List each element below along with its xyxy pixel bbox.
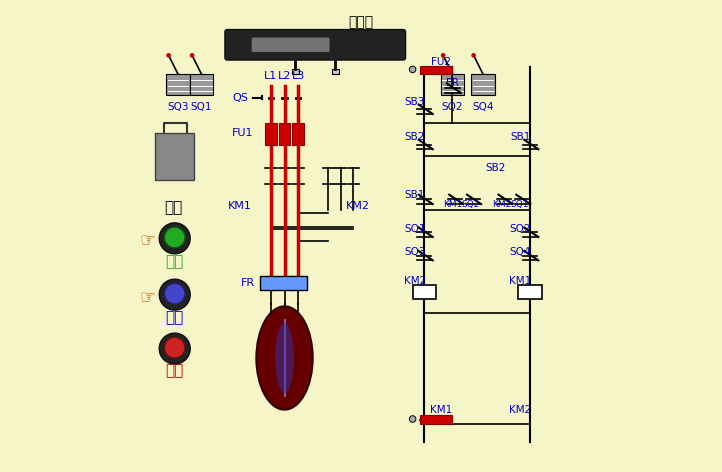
Text: SQ3: SQ3 (168, 102, 188, 112)
Bar (265, 123, 277, 144)
Text: FR: FR (446, 77, 459, 88)
Text: KM2: KM2 (492, 200, 511, 209)
Circle shape (165, 227, 185, 248)
Bar (279, 123, 290, 144)
Text: SQ1: SQ1 (191, 102, 212, 112)
Bar (155, 133, 194, 180)
Circle shape (440, 53, 445, 58)
Bar (518, 285, 542, 299)
Text: SQ2: SQ2 (461, 200, 479, 209)
Text: SQ4: SQ4 (472, 102, 494, 112)
Text: KM1: KM1 (430, 405, 452, 414)
Text: KM2: KM2 (404, 276, 426, 286)
Text: ☞: ☞ (139, 232, 155, 250)
Text: 停止: 停止 (165, 363, 184, 379)
Text: SQ2: SQ2 (442, 102, 464, 112)
Bar (292, 123, 304, 144)
Text: FU2: FU2 (431, 58, 451, 67)
Text: SQ1: SQ1 (510, 200, 529, 209)
Text: L3: L3 (292, 71, 305, 82)
Text: 正转: 正转 (165, 254, 184, 269)
Bar (419, 66, 453, 74)
Bar (292, 69, 299, 74)
Text: KM2: KM2 (510, 405, 531, 414)
FancyBboxPatch shape (225, 30, 406, 60)
Text: QS: QS (232, 93, 248, 102)
Text: SB2: SB2 (405, 133, 425, 143)
Text: L2: L2 (278, 71, 291, 82)
Circle shape (471, 53, 476, 58)
Circle shape (165, 337, 185, 358)
Text: KM1: KM1 (228, 201, 252, 211)
Ellipse shape (256, 306, 313, 410)
Bar (440, 74, 464, 95)
Bar (190, 74, 213, 95)
Bar (419, 415, 453, 424)
Text: KM1: KM1 (443, 200, 462, 209)
Circle shape (190, 53, 194, 58)
Circle shape (160, 279, 190, 310)
Text: SB2: SB2 (486, 163, 506, 173)
Circle shape (166, 53, 171, 58)
Bar (471, 74, 495, 95)
Text: 反转: 反转 (165, 310, 184, 325)
Text: SB1: SB1 (405, 190, 425, 200)
Text: 电源: 电源 (164, 200, 183, 215)
Circle shape (409, 66, 416, 73)
Bar (166, 74, 190, 95)
Text: SB1: SB1 (510, 133, 531, 143)
Text: FR: FR (240, 278, 255, 288)
Bar (332, 69, 339, 74)
Text: SB3: SB3 (405, 97, 425, 107)
Text: SQ1: SQ1 (404, 224, 426, 234)
Text: SQ3: SQ3 (404, 247, 426, 257)
Circle shape (165, 283, 185, 304)
Text: FU1: FU1 (232, 128, 253, 138)
Bar (412, 285, 436, 299)
FancyBboxPatch shape (252, 37, 329, 52)
Text: ☞: ☞ (139, 288, 155, 306)
Circle shape (160, 333, 190, 364)
Text: SQ2: SQ2 (510, 224, 531, 234)
Text: L1: L1 (264, 71, 277, 82)
Text: KM2: KM2 (346, 201, 370, 211)
Circle shape (160, 223, 190, 254)
Text: SQ4: SQ4 (510, 247, 531, 257)
Ellipse shape (275, 323, 294, 393)
Bar (260, 276, 307, 290)
Text: KM1: KM1 (510, 276, 531, 286)
Circle shape (409, 416, 416, 422)
Text: 工作台: 工作台 (349, 16, 373, 30)
